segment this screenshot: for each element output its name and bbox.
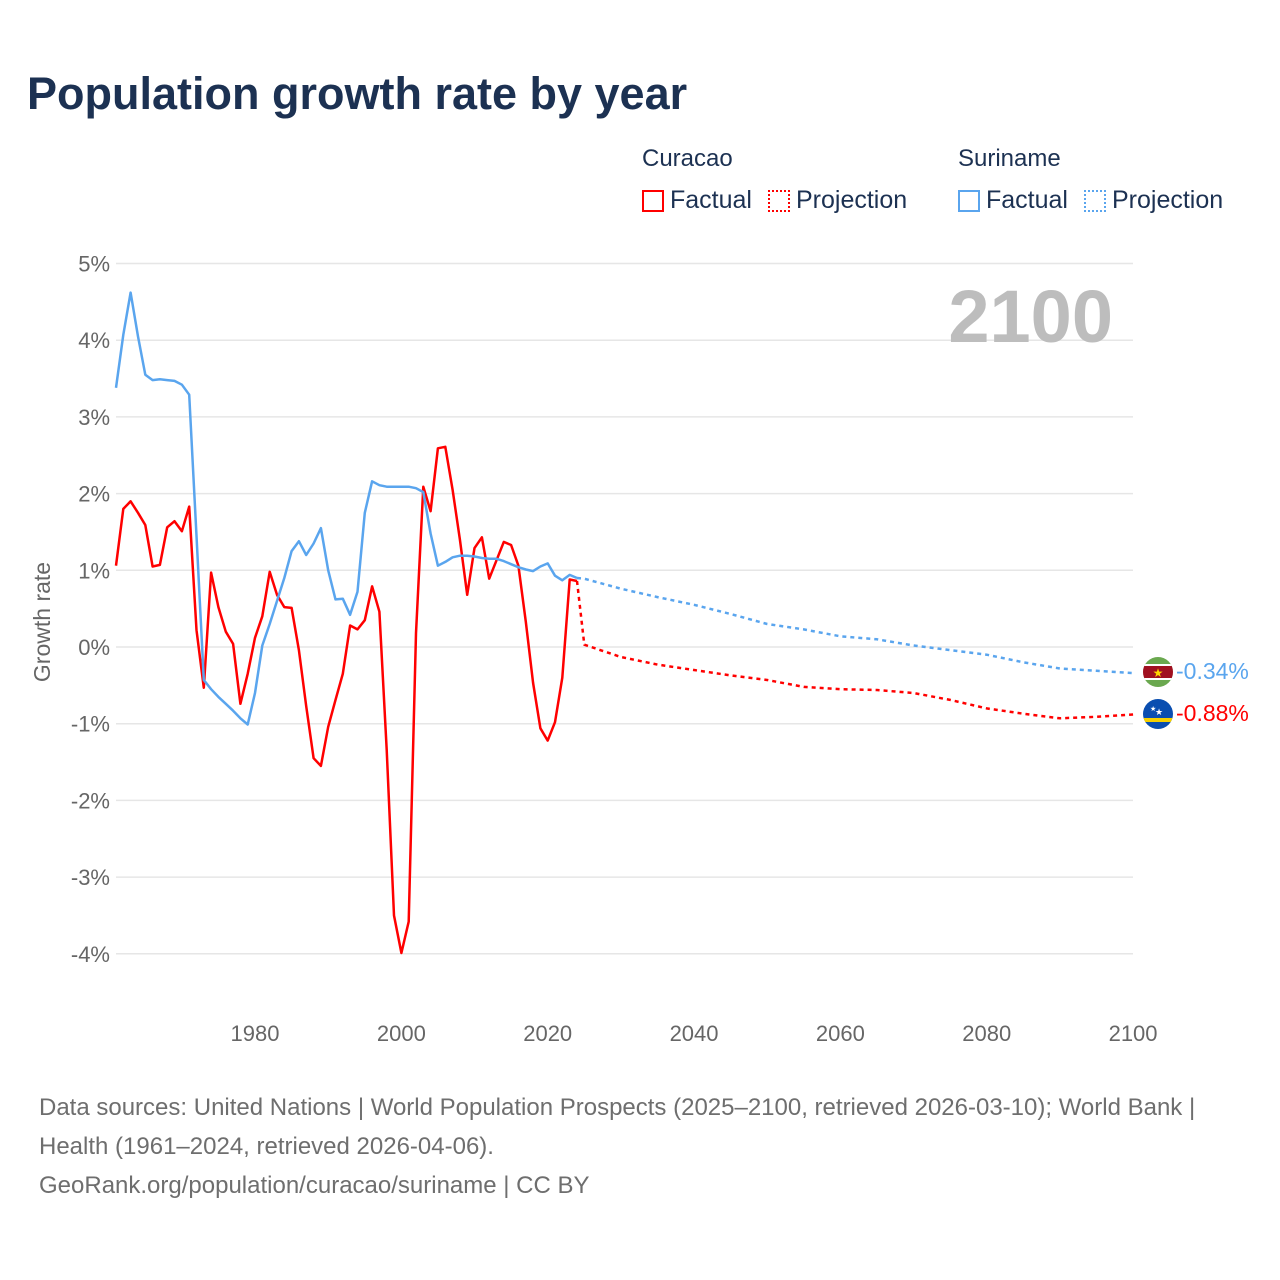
curacao-factual-line [114, 445, 578, 955]
y-tick-label: 1% [78, 558, 110, 583]
legend-suriname-projection[interactable]: Projection [1083, 186, 1224, 215]
legend-label: Factual [670, 186, 752, 214]
x-tick-label: 2000 [377, 1021, 426, 1046]
chart-title: Population growth rate by year [27, 68, 688, 119]
legend-swatch-solid [642, 189, 664, 212]
suriname-projection-line [576, 576, 1134, 675]
legend-label: Projection [1111, 186, 1224, 214]
data-sources: Data sources: United Nations | World Pop… [39, 1094, 1196, 1160]
svg-text:★: ★ [1155, 707, 1163, 717]
x-tick-label: 2100 [1109, 1021, 1158, 1046]
curacao-projection-line [575, 580, 1134, 720]
legend-suriname: Factual Projection [958, 186, 1223, 215]
y-tick-label: 0% [78, 635, 110, 660]
line-chart: 5% 4% 3% 2% 1% 0% -1% -2% -3% -4% 1980 2000 2020 2040… [29, 252, 1249, 1047]
credit-link[interactable]: GeoRank.org/population/curacao/suriname … [39, 1172, 590, 1199]
x-tick-label: 2040 [670, 1021, 719, 1046]
legend-label: Factual [986, 186, 1068, 214]
curacao-end-value: -0.88% [1176, 700, 1249, 726]
y-tick-label: 2% [78, 482, 110, 507]
legend-curacao-factual[interactable]: Factual [642, 186, 752, 215]
legend-curacao: Factual Projection [642, 186, 907, 215]
x-tick-label: 2060 [816, 1021, 865, 1046]
legend-swatch-dotted [1083, 189, 1106, 212]
x-tick-label: 2080 [962, 1021, 1011, 1046]
y-tick-label: 3% [78, 405, 110, 430]
legend-label: Projection [795, 186, 908, 214]
year-display: 2100 [948, 275, 1113, 358]
legend-curacao-projection[interactable]: Projection [767, 186, 908, 215]
y-tick-label: -4% [71, 942, 110, 967]
svg-text:★: ★ [1150, 705, 1156, 713]
legend-group-curacao: Curacao [642, 145, 733, 172]
y-tick-label: -2% [71, 788, 110, 813]
legend-swatch-dotted [767, 189, 790, 212]
suriname-factual-line [114, 291, 578, 726]
x-tick-label: 1980 [231, 1021, 280, 1046]
y-tick-label: -3% [71, 865, 110, 890]
y-tick-label: -1% [71, 712, 110, 737]
legend-suriname-factual[interactable]: Factual [958, 186, 1068, 215]
legend-group-suriname: Suriname [958, 145, 1061, 172]
svg-text:★: ★ [1153, 666, 1164, 680]
y-tick-label: 4% [78, 328, 110, 353]
suriname-flag-icon: ★ [1143, 657, 1173, 687]
curacao-flag-icon: ★ ★ [1143, 699, 1173, 729]
x-tick-label: 2020 [523, 1021, 572, 1046]
footer: Data sources: United Nations | World Pop… [39, 1088, 1239, 1205]
suriname-end-value: -0.34% [1176, 658, 1249, 684]
y-tick-label: 5% [78, 252, 110, 277]
legend-swatch-solid [958, 189, 980, 212]
y-axis-label: Growth rate [29, 562, 55, 682]
